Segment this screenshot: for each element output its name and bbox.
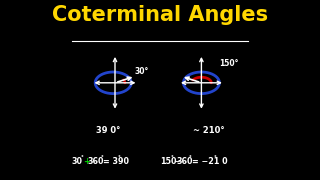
Text: 150: 150 (160, 157, 177, 166)
Text: ~ 210°: ~ 210° (193, 126, 224, 135)
Text: °: ° (213, 155, 216, 160)
Text: 30: 30 (72, 157, 83, 166)
Text: 150°: 150° (220, 58, 239, 68)
Text: +: + (84, 157, 90, 166)
Text: = −21 0: = −21 0 (191, 157, 227, 166)
Text: 30°: 30° (135, 68, 149, 76)
Text: 360: 360 (87, 157, 104, 166)
Text: °: ° (117, 155, 120, 160)
Text: 360: 360 (176, 157, 193, 166)
Text: −: − (173, 157, 180, 166)
Text: °: ° (171, 155, 173, 160)
Text: °: ° (80, 155, 83, 160)
Text: 39 0°: 39 0° (96, 126, 120, 135)
Text: = 390: = 390 (103, 157, 129, 166)
Text: °: ° (188, 155, 191, 160)
Text: °: ° (100, 155, 103, 160)
Text: Coterminal Angles: Coterminal Angles (52, 5, 268, 25)
